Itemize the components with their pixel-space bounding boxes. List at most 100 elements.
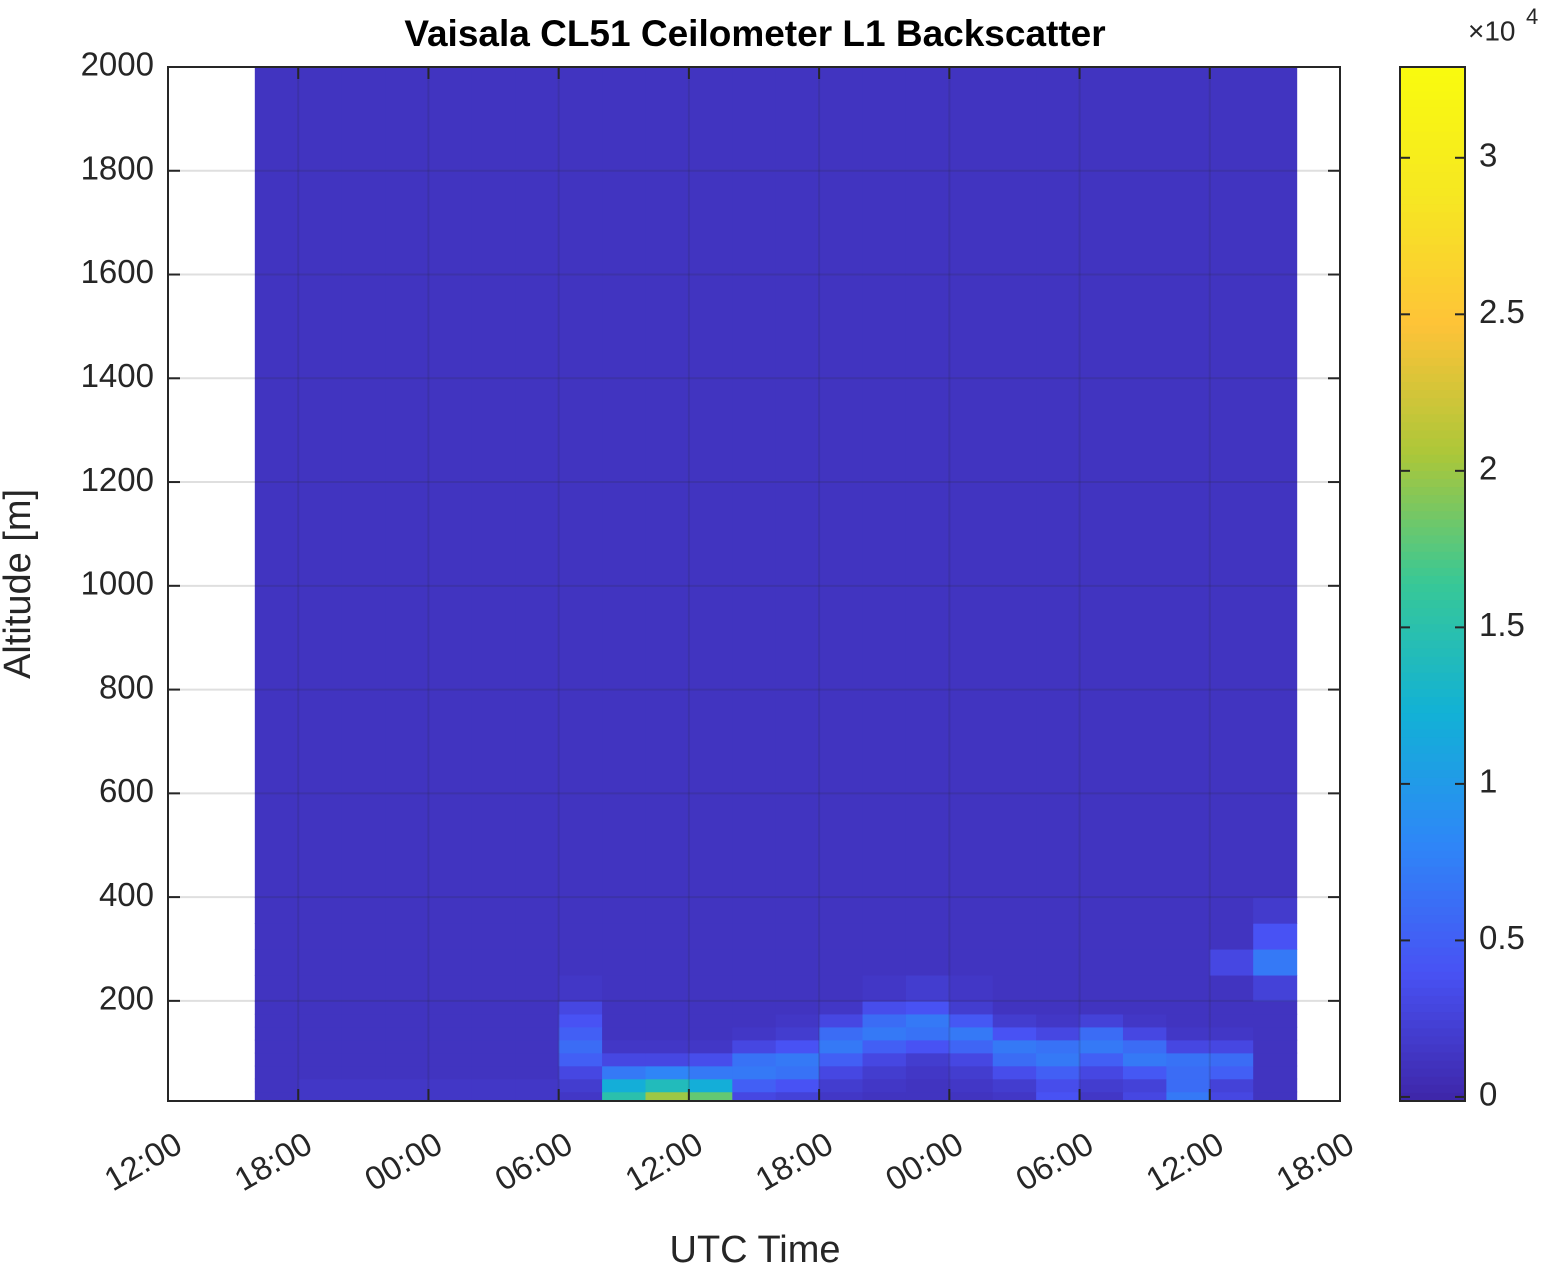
- heatmap-cell: [819, 897, 864, 924]
- colorbar-swatch: [1400, 979, 1465, 989]
- heatmap-cell: [471, 1078, 516, 1093]
- heatmap-cell: [471, 1013, 516, 1028]
- heatmap-cell: [1036, 1091, 1081, 1102]
- heatmap-cell: [385, 1065, 430, 1080]
- colorbar-swatch: [1400, 155, 1465, 165]
- colorbar-swatch: [1400, 890, 1465, 900]
- colorbar-swatch: [1400, 761, 1465, 771]
- heatmap-cell: [1166, 948, 1211, 976]
- colorbar-frame: [1399, 66, 1466, 1102]
- heatmap-cell: [732, 1052, 777, 1067]
- heatmap-cell: [949, 923, 994, 950]
- colorbar-swatch: [1400, 357, 1465, 367]
- colorbar-swatch: [1400, 301, 1465, 310]
- heatmap-cell: [385, 1013, 430, 1028]
- colorbar-swatch: [1400, 1044, 1465, 1054]
- colorbar-swatch: [1400, 454, 1465, 464]
- heatmap-cell: [385, 1039, 430, 1054]
- heatmap-cell: [775, 67, 820, 898]
- heatmap-cell: [1079, 1013, 1124, 1028]
- heatmap-cell: [775, 1078, 820, 1093]
- colorbar-swatch: [1400, 1084, 1465, 1094]
- colorbar-swatch: [1400, 99, 1465, 108]
- heatmap-cell: [1253, 67, 1298, 898]
- colorbar-swatch: [1400, 721, 1465, 731]
- colorbar-swatch: [1400, 858, 1465, 868]
- colorbar-swatch: [1400, 874, 1465, 884]
- heatmap-cell: [905, 67, 950, 898]
- heatmap-cell: [688, 974, 733, 1002]
- heatmap-cell: [1166, 1091, 1211, 1102]
- heatmap-cell: [1209, 897, 1254, 924]
- colorbar-swatch: [1400, 616, 1465, 625]
- heatmap-cell: [949, 974, 994, 1002]
- heatmap-cell: [602, 974, 647, 1002]
- heatmap-cell: [341, 948, 386, 976]
- colorbar-swatch: [1400, 325, 1465, 335]
- heatmap-cell: [819, 67, 864, 898]
- heatmap-cell: [341, 897, 386, 924]
- colorbar-swatch: [1400, 769, 1465, 779]
- colorbar-swatch: [1400, 268, 1465, 278]
- colorbar-swatch: [1400, 664, 1465, 674]
- heatmap-cell: [1036, 1052, 1081, 1067]
- heatmap-cell: [471, 897, 516, 924]
- heatmap-cell: [341, 974, 386, 1002]
- colorbar-swatch: [1400, 802, 1465, 811]
- colorbar-tick-label: 0: [1479, 1076, 1497, 1113]
- heatmap-cell: [558, 1091, 603, 1102]
- colorbar-swatch: [1400, 293, 1465, 302]
- heatmap-cell: [1209, 948, 1254, 976]
- heatmap-cell: [949, 897, 994, 924]
- heatmap-cell: [862, 974, 907, 1002]
- colorbar-swatch: [1400, 567, 1465, 577]
- heatmap-cell: [1253, 948, 1298, 976]
- heatmap-cell: [254, 1013, 299, 1028]
- heatmap-cell: [862, 897, 907, 924]
- heatmap-cell: [688, 1078, 733, 1093]
- colorbar-swatch: [1400, 1004, 1465, 1013]
- colorbar-tick-label: 3: [1479, 137, 1497, 174]
- heatmap-cell: [732, 1091, 777, 1102]
- heatmap-cell: [602, 948, 647, 976]
- colorbar-swatch: [1400, 899, 1465, 908]
- colorbar-swatch: [1400, 519, 1465, 529]
- heatmap-cell: [515, 1039, 560, 1054]
- colorbar: 0 0.5 1 1.5 2 2.5 3 ×10 4: [1399, 4, 1538, 1113]
- heatmap-cell: [1253, 923, 1298, 950]
- heatmap-cell: [819, 1091, 864, 1102]
- heatmap-cell: [688, 1052, 733, 1067]
- heatmap-cell: [688, 923, 733, 950]
- heatmap-cell: [428, 1000, 473, 1015]
- heatmap-cell: [688, 67, 733, 898]
- heatmap-cell: [558, 1000, 603, 1015]
- heatmap-cell: [1166, 1078, 1211, 1093]
- colorbar-swatch: [1400, 987, 1465, 997]
- colorbar-swatch: [1400, 398, 1465, 407]
- heatmap-cell: [862, 1052, 907, 1067]
- heatmap-cell: [905, 974, 950, 1002]
- colorbar-tick-label: 1: [1479, 763, 1497, 800]
- heatmap-cell: [862, 1065, 907, 1080]
- heatmap-cell: [341, 67, 386, 898]
- colorbar-swatch: [1400, 753, 1465, 763]
- heatmap-cell: [1253, 1052, 1298, 1067]
- heatmap-cell: [1166, 67, 1211, 898]
- colorbar-swatch: [1400, 495, 1465, 504]
- colorbar-swatch: [1400, 67, 1465, 76]
- heatmap-cell: [515, 1091, 560, 1102]
- heatmap-cell: [558, 67, 603, 898]
- colorbar-swatch: [1400, 139, 1465, 149]
- y-tick-label: 1600: [81, 253, 154, 290]
- colorbar-swatch: [1400, 446, 1465, 456]
- colorbar-swatch: [1400, 866, 1465, 876]
- colorbar-swatch: [1400, 794, 1465, 803]
- colorbar-swatch: [1400, 470, 1465, 480]
- heatmap-cell: [428, 1013, 473, 1028]
- colorbar-swatch: [1400, 551, 1465, 561]
- heatmap-cell: [1036, 1039, 1081, 1054]
- colorbar-swatch: [1400, 680, 1465, 690]
- heatmap-cell: [862, 923, 907, 950]
- colorbar-swatch: [1400, 309, 1465, 319]
- heatmap-cell: [819, 948, 864, 976]
